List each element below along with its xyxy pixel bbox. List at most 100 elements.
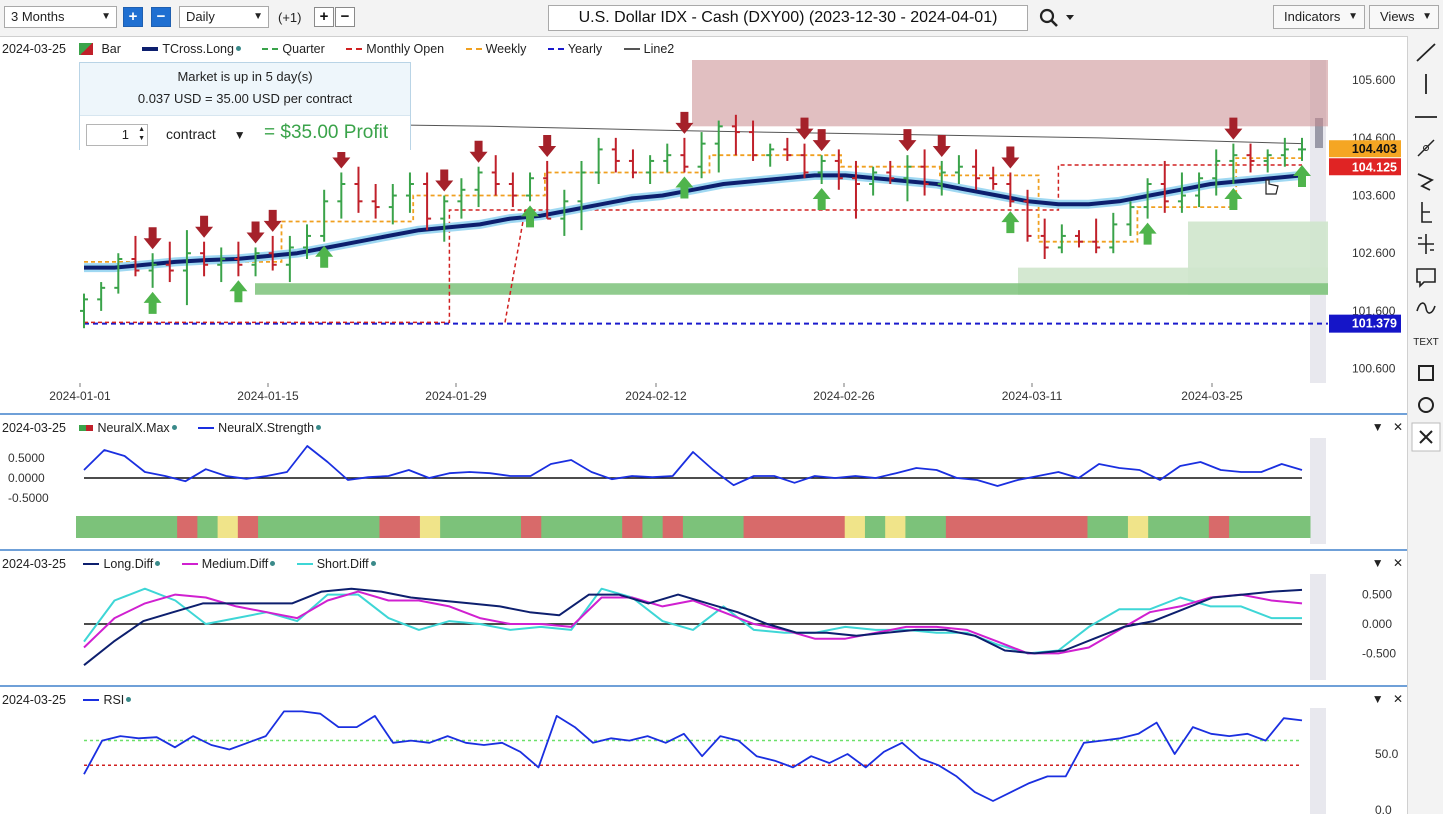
wave-icon[interactable]	[1412, 295, 1440, 323]
settings-dot-icon[interactable]	[270, 561, 276, 567]
sell-arrow-icon	[1224, 117, 1243, 140]
price-chart[interactable]: 105.600104.600103.600102.600101.600100.6…	[0, 38, 1407, 412]
vertical-line-icon[interactable]	[1412, 71, 1440, 99]
yearly-price-badge	[1329, 314, 1401, 333]
neuralx-max-cell	[156, 516, 178, 538]
search-dropdown[interactable]	[1038, 6, 1082, 30]
add-button[interactable]: +	[314, 7, 334, 27]
y-tick-label: 105.600	[1352, 73, 1396, 87]
text-icon[interactable]: TEXT	[1412, 327, 1440, 355]
panel-separator[interactable]	[0, 549, 1407, 551]
sell-arrow-icon	[195, 215, 214, 238]
market-status-text: Market is up in 5 day(s)	[177, 69, 313, 84]
neuralx-max-cell	[844, 516, 866, 538]
legend-item: Quarter	[282, 41, 325, 56]
settings-dot-icon[interactable]	[126, 697, 132, 703]
panel-separator[interactable]	[0, 685, 1407, 687]
contract-row: 1 ▲ ▼ contract ▼ = $35.00 Profit	[80, 115, 410, 152]
current-price-badge	[1329, 140, 1401, 158]
price-panel[interactable]: 2024-03-25 Bar TCross.Long Quarter Month…	[0, 38, 1407, 412]
monthly-open-connector	[504, 209, 526, 323]
crosshair-icon[interactable]	[1412, 231, 1440, 259]
neuralx-max-cell	[1087, 516, 1109, 538]
contract-select[interactable]: contract ▼	[166, 126, 246, 142]
y-tick-label: 50.0	[1375, 747, 1399, 761]
circle-icon[interactable]	[1412, 391, 1440, 419]
monthly-open-price-badge	[1329, 158, 1401, 176]
close-panel-icon[interactable]: ✕	[1392, 420, 1403, 434]
collapse-panel-icon[interactable]: ▼	[1371, 692, 1384, 706]
yearly-legend-swatch	[547, 47, 564, 50]
neuralx-max-cell	[925, 516, 947, 538]
settings-dot-icon[interactable]	[316, 425, 322, 431]
y-tick-label: 100.600	[1352, 362, 1396, 376]
monthly-open-price-label: 104.125	[1352, 160, 1397, 174]
diff-legend: 2024-03-25 Long.Diff Medium.Diff Short.D…	[0, 556, 376, 572]
settings-dot-icon[interactable]	[370, 561, 376, 567]
x-tick-label: 2024-02-12	[625, 389, 687, 403]
short-diff-line	[83, 587, 1302, 655]
rsi-legend-swatch	[83, 698, 100, 701]
neuralx-scrollbar-track	[1310, 438, 1326, 544]
weekly-line	[84, 154, 1302, 263]
views-dropdown[interactable]: Views ▼	[1369, 5, 1439, 29]
legend-item: Weekly	[485, 41, 527, 56]
chevron-down-icon: ▼	[1422, 11, 1432, 22]
settings-dot-icon[interactable]	[155, 561, 161, 567]
close-panel-icon[interactable]: ✕	[1392, 556, 1403, 570]
comment-icon[interactable]	[1412, 263, 1440, 291]
diff-panel[interactable]: 2024-03-25 Long.Diff Medium.Diff Short.D…	[0, 552, 1407, 685]
neuralx-max-cell	[1127, 516, 1149, 538]
sell-arrow-icon	[795, 117, 814, 140]
chevron-down-icon: ▼	[1348, 11, 1358, 22]
indicators-dropdown[interactable]: Indicators ▼	[1273, 5, 1365, 29]
rsi-chart[interactable]: 50.0 0.0	[0, 688, 1407, 814]
rsi-panel[interactable]: 2024-03-25 RSI ▼ ✕ 50.0 0.0	[0, 688, 1407, 814]
close-icon[interactable]	[1411, 422, 1441, 452]
horizontal-line-icon[interactable]	[1412, 103, 1440, 131]
x-tick-label: 2024-01-15	[237, 389, 299, 403]
neuralx-max-cell	[278, 516, 300, 538]
spin-arrows-icon[interactable]: ▲ ▼	[138, 126, 145, 142]
settings-dot-icon[interactable]	[235, 46, 241, 52]
bar-legend-icon	[79, 42, 94, 55]
neuralx-max-cell	[1208, 516, 1230, 538]
draw-line-icon[interactable]	[1412, 39, 1440, 67]
trend-arrow-icon[interactable]	[1412, 167, 1440, 195]
neuralx-max-cell	[1148, 516, 1169, 538]
neuralx-max-cell	[966, 516, 987, 538]
fib-icon[interactable]	[1412, 199, 1440, 227]
range-select[interactable]: 3 Months ▼	[4, 6, 117, 28]
rectangle-icon[interactable]	[1412, 359, 1440, 387]
neuralx-max-cell	[541, 516, 563, 538]
panel-separator[interactable]	[0, 413, 1407, 415]
settings-dot-icon[interactable]	[171, 425, 177, 431]
pencil-icon[interactable]	[1412, 135, 1440, 163]
remove-button[interactable]: −	[335, 7, 355, 27]
neuralx-max-cell	[500, 516, 522, 538]
price-legend: 2024-03-25 Bar TCross.Long Quarter Month…	[0, 41, 674, 57]
close-panel-icon[interactable]: ✕	[1392, 692, 1403, 706]
chart-title[interactable]: U.S. Dollar IDX - Cash (DXY00) (2023-12-…	[548, 5, 1028, 31]
neuralx-panel[interactable]: 2024-03-25 NeuralX.Max NeuralX.Strength …	[0, 416, 1407, 549]
chevron-down-icon: ▼	[101, 11, 111, 22]
zoom-out-button[interactable]: −	[151, 7, 171, 27]
quantity-stepper[interactable]: 1 ▲ ▼	[86, 124, 148, 146]
medium-diff-legend-swatch	[181, 562, 198, 565]
short-diff-legend-swatch	[296, 562, 313, 565]
neuralx-max-cell	[419, 516, 441, 538]
neuralx-max-cell	[703, 516, 724, 538]
legend-item: Yearly	[567, 41, 603, 56]
x-tick-label: 2024-02-26	[813, 389, 875, 403]
monthly-open-legend-swatch	[346, 47, 363, 50]
diff-chart[interactable]: 0.500 0.000 -0.500	[0, 552, 1407, 685]
neuralx-max-cell	[217, 516, 239, 538]
neuralx-max-cell	[359, 516, 380, 538]
interval-select[interactable]: Daily ▼	[179, 6, 269, 28]
collapse-panel-icon[interactable]: ▼	[1371, 420, 1384, 434]
legend-item: Long.Diff	[103, 556, 154, 571]
collapse-panel-icon[interactable]: ▼	[1371, 556, 1384, 570]
chevron-down-icon: ▼	[233, 128, 246, 142]
neuralx-chart[interactable]: 0.5000 0.0000 -0.5000	[0, 416, 1407, 549]
zoom-in-button[interactable]: +	[123, 7, 143, 27]
